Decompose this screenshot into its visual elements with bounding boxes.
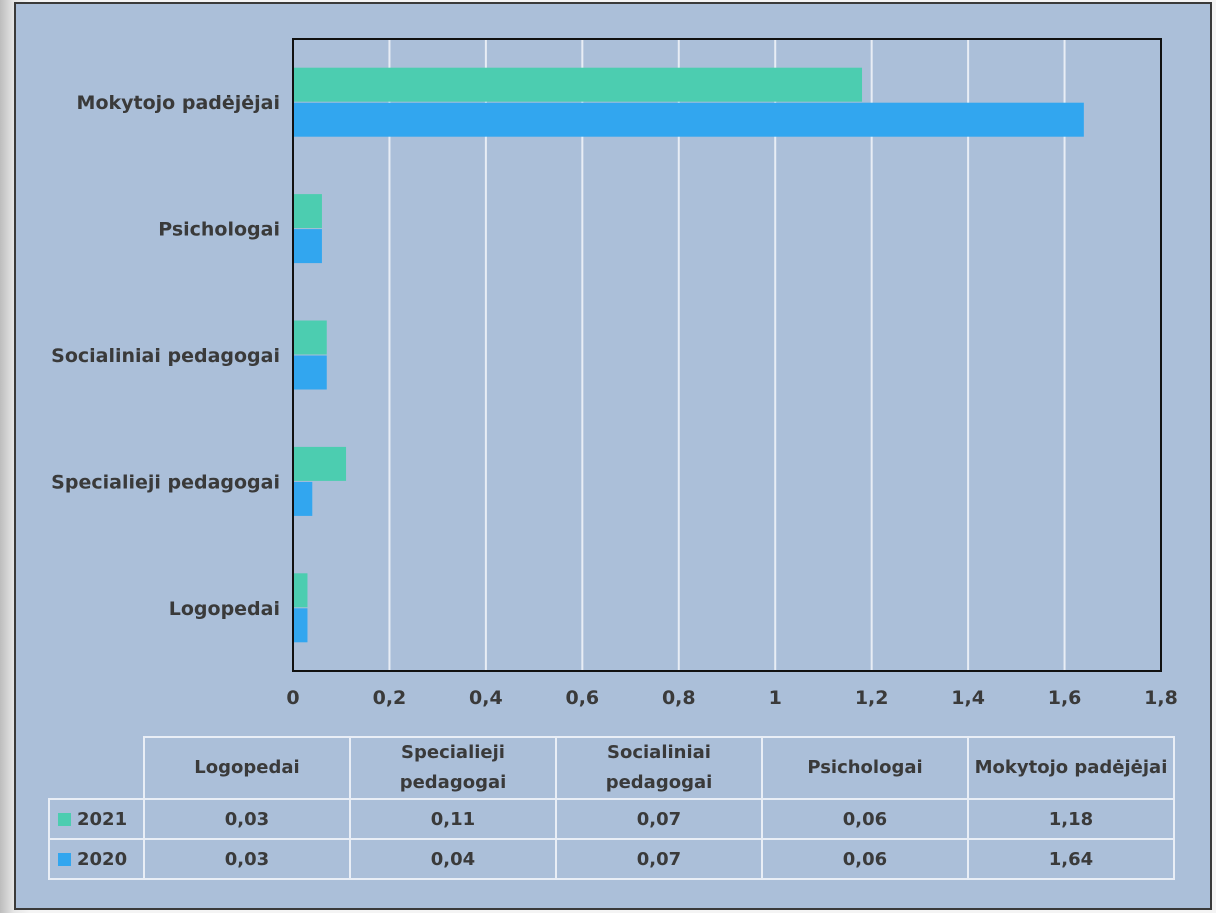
table-cell: 0,11 (349, 798, 557, 840)
table-corner-cell (49, 737, 145, 800)
plot-border (292, 38, 1162, 672)
category-label: Psichologai (158, 219, 280, 241)
table-header-cell: Socialiniai pedagogai (555, 736, 763, 800)
bar-2021 (294, 446, 347, 481)
table-header-row: Logopedai Specialieji pedagogai Socialin… (49, 736, 1175, 800)
bar-2020 (294, 608, 308, 643)
bar-2021 (294, 194, 322, 229)
legend-swatch-2020 (58, 852, 71, 866)
category-label: Mokytojo padėjėjai (77, 92, 280, 114)
bar-2021 (294, 320, 327, 355)
legend-label: 2021 (77, 808, 128, 830)
bar-2020 (294, 355, 327, 390)
data-table: Logopedai Specialieji pedagogai Socialin… (48, 736, 1175, 880)
table-cell: 0,06 (761, 798, 969, 840)
table-cell: 0,04 (349, 838, 557, 880)
table-cell: 1,18 (967, 798, 1175, 840)
bar-2020 (294, 229, 322, 264)
x-tick-label: 0,2 (373, 687, 407, 709)
legend-entry-2020: 2020 (48, 838, 145, 880)
x-tick-label: 1,8 (1144, 687, 1178, 709)
table-header-cell: Logopedai (143, 736, 351, 800)
table-header-cell: Specialieji pedagogai (349, 736, 557, 800)
legend-entry-2021: 2021 (48, 798, 145, 840)
table-cell: 0,07 (555, 798, 763, 840)
legend-swatch-2021 (58, 812, 71, 826)
bar-2020 (294, 481, 313, 516)
category-label: Logopedai (169, 598, 280, 620)
x-tick-label: 1 (769, 687, 782, 709)
bar-chart: Logopedai Specialieji pedagogai Socialinia… (51, 38, 1178, 709)
table-row-2020: 2020 0,03 0,04 0,07 0,06 1,64 (48, 838, 1175, 880)
table-cell: 0,03 (143, 838, 351, 880)
table-cell: 0,07 (555, 838, 763, 880)
category-label: Socialiniai pedagogai (51, 345, 280, 367)
table-cell: 0,06 (761, 838, 969, 880)
table-row-2021: 2021 0,03 0,11 0,07 0,06 1,18 (48, 798, 1175, 840)
bar-2021 (294, 573, 308, 608)
table-cell: 1,64 (967, 838, 1175, 880)
table-header-cell: Mokytojo padėjėjai (967, 736, 1175, 800)
x-tick-label: 0,6 (565, 687, 599, 709)
table-cell: 0,03 (143, 798, 351, 840)
bar-2020 (294, 102, 1084, 137)
x-tick-label: 0,8 (662, 687, 696, 709)
x-tick-label: 1,2 (855, 687, 889, 709)
x-tick-label: 1,6 (1048, 687, 1082, 709)
category-label: Specialieji pedagogai (51, 471, 280, 493)
chart-frame: Logopedai Specialieji pedagogai Socialinia… (14, 2, 1212, 910)
x-tick-label: 1,4 (951, 687, 985, 709)
table-header-cell: Psichologai (761, 736, 969, 800)
x-tick-label: 0 (286, 687, 299, 709)
legend-label: 2020 (77, 848, 128, 870)
x-tick-label: 0,4 (469, 687, 503, 709)
bar-2021 (294, 67, 863, 102)
